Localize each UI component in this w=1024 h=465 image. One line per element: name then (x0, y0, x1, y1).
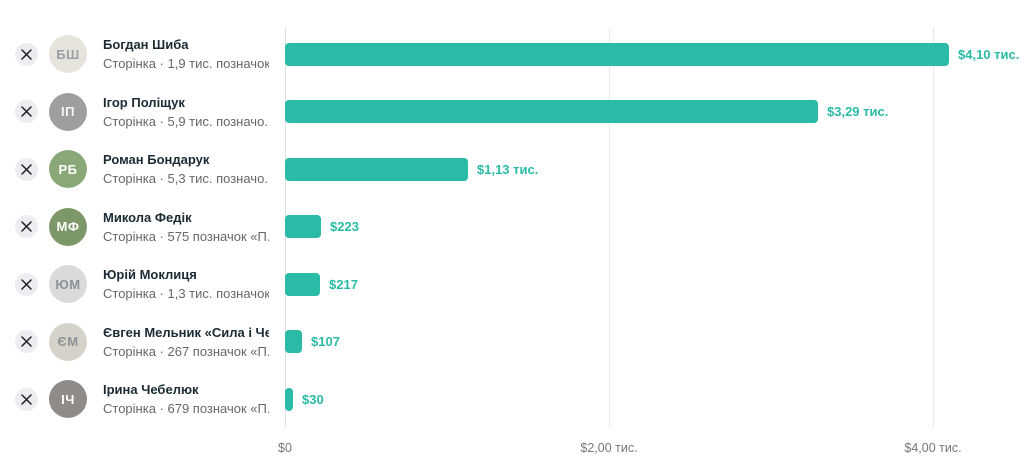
avatar: ІП (49, 92, 87, 131)
page-info: Ірина Чебелюк Сторінка · 679 позначок «П… (103, 380, 269, 418)
page-row: БШ Богдан Шиба Сторінка · 1,9 тис. позна… (0, 26, 285, 83)
remove-page-button[interactable] (15, 100, 38, 123)
avatar: РБ (49, 150, 87, 188)
spend-value-label: $107 (311, 334, 340, 349)
avatar: ЄМ (49, 322, 87, 361)
close-icon (21, 48, 32, 60)
avatar: ІЧ (49, 380, 87, 418)
close-icon (21, 163, 32, 175)
close-icon (21, 393, 32, 405)
page-name: Юрій Моклиця (103, 267, 197, 282)
x-axis-tick: $2,00 тис. (580, 441, 638, 455)
bar-row: $4,10 тис. (285, 42, 1020, 66)
avatar: МФ (49, 207, 87, 246)
page-name: Ірина Чебелюк (103, 382, 199, 397)
bar-row: $217 (285, 272, 358, 296)
page-row: ІП Ігор Поліщук Сторінка · 5,9 тис. позн… (0, 83, 285, 140)
page-info: Євген Мельник «Сила і Чес... Сторінка · … (103, 323, 269, 361)
avatar: ЮМ (49, 265, 87, 303)
spend-bar[interactable] (285, 42, 949, 66)
spend-value-label: $217 (329, 276, 358, 292)
spend-value-label: $3,29 тис. (827, 104, 889, 119)
page-row: РБ Роман Бондарук Сторінка · 5,3 тис. по… (0, 141, 285, 198)
remove-page-button[interactable] (15, 215, 38, 238)
spend-bar[interactable] (285, 157, 468, 181)
spend-bar[interactable] (285, 272, 320, 296)
bar-row: $223 (285, 215, 359, 238)
gridline-4000 (933, 28, 934, 427)
page-name: Богдан Шиба (103, 37, 189, 52)
page-subtitle: Сторінка · 679 позначок «П... (103, 401, 269, 416)
page-subtitle: Сторінка · 267 позначок «П... (103, 343, 269, 359)
page-info: Роман Бондарук Сторінка · 5,3 тис. позна… (103, 150, 269, 188)
avatar: БШ (49, 35, 87, 73)
spend-value-label: $223 (330, 219, 359, 234)
spend-value-label: $4,10 тис. (958, 46, 1020, 62)
remove-page-button[interactable] (15, 330, 38, 353)
page-subtitle: Сторінка · 5,3 тис. позначо... (103, 171, 269, 186)
spend-bar[interactable] (285, 215, 321, 238)
spend-bar[interactable] (285, 100, 818, 123)
remove-page-button[interactable] (15, 272, 38, 296)
page-row: ЄМ Євген Мельник «Сила і Чес... Сторінка… (0, 313, 285, 370)
page-info: Ігор Поліщук Сторінка · 5,9 тис. позначо… (103, 93, 269, 131)
spend-value-label: $1,13 тис. (477, 161, 539, 177)
page-name: Євген Мельник «Сила і Чес... (103, 324, 269, 340)
page-subtitle: Сторінка · 5,9 тис. позначо... (103, 113, 269, 129)
spend-value-label: $30 (302, 391, 324, 407)
bar-row: $1,13 тис. (285, 157, 539, 181)
remove-page-button[interactable] (15, 157, 38, 181)
spend-bar[interactable] (285, 330, 302, 353)
remove-page-button[interactable] (15, 42, 38, 66)
page-name: Роман Бондарук (103, 152, 210, 167)
close-icon (21, 278, 32, 290)
gridline-2000 (609, 28, 610, 427)
page-subtitle: Сторінка · 575 позначок «П... (103, 228, 269, 244)
page-name: Ігор Поліщук (103, 94, 185, 110)
page-row: ІЧ Ірина Чебелюк Сторінка · 679 позначок… (0, 371, 285, 428)
page-row: ЮМ Юрій Моклиця Сторінка · 1,3 тис. позн… (0, 256, 285, 313)
close-icon (21, 106, 32, 117)
remove-page-button[interactable] (15, 387, 38, 411)
page-info: Юрій Моклиця Сторінка · 1,3 тис. позначо… (103, 265, 269, 303)
page-row: МФ Микола Федік Сторінка · 575 позначок … (0, 198, 285, 255)
bar-row: $107 (285, 330, 340, 353)
page-name: Микола Федік (103, 209, 192, 225)
bar-row: $3,29 тис. (285, 100, 888, 123)
page-subtitle: Сторінка · 1,3 тис. позначок... (103, 286, 269, 301)
page-info: Микола Федік Сторінка · 575 позначок «П.… (103, 208, 269, 246)
x-axis-tick: $0 (278, 441, 292, 455)
close-icon (21, 336, 32, 347)
page-info: Богдан Шиба Сторінка · 1,9 тис. позначок… (103, 35, 269, 73)
close-icon (21, 221, 32, 232)
spend-bar[interactable] (285, 387, 293, 411)
page-subtitle: Сторінка · 1,9 тис. позначок... (103, 56, 269, 71)
bar-row: $30 (285, 387, 324, 411)
x-axis-tick: $4,00 тис. (904, 441, 962, 455)
